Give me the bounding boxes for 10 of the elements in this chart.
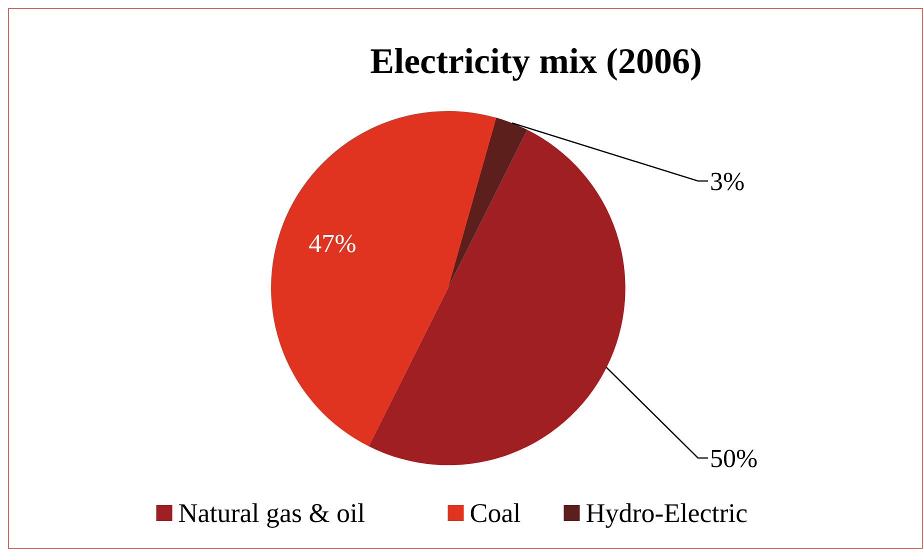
legend-label: Hydro-Electric xyxy=(586,498,748,528)
pie-slice xyxy=(448,118,528,288)
data-label: 47% xyxy=(308,229,356,258)
pie-slice xyxy=(271,111,496,446)
chart-title: Electricity mix (2006) xyxy=(370,41,702,81)
data-label: 3% xyxy=(710,167,745,196)
data-label: 50% xyxy=(710,444,758,473)
pie-slice xyxy=(368,130,626,466)
legend-label: Coal xyxy=(470,498,521,528)
legend-label: Natural gas & oil xyxy=(178,498,365,528)
